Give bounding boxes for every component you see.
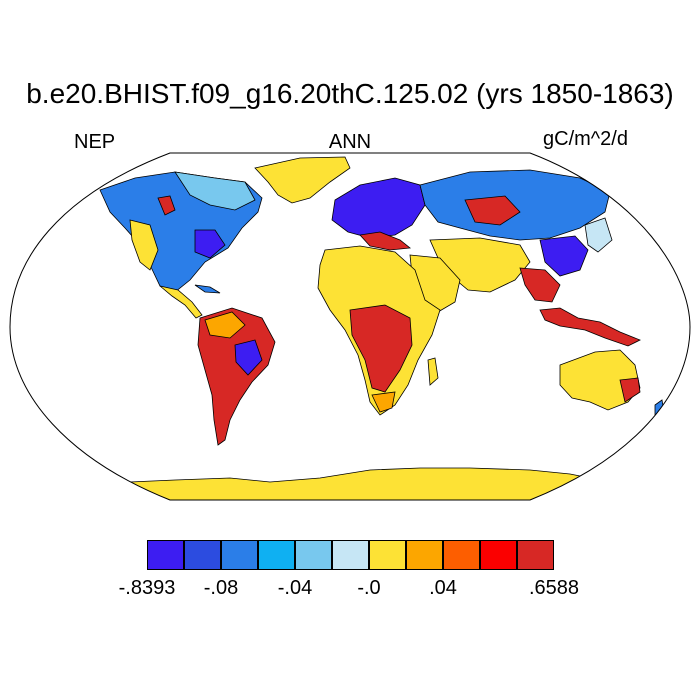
south-america-blue [234,339,263,376]
colorbar-swatch-7 [369,540,406,570]
colorbar-swatch-9 [443,540,480,570]
asia-southeast [519,267,561,303]
map-title: b.e20.BHIST.f09_g16.20thC.125.02 (yrs 18… [26,78,674,109]
colorbar-swatch-2 [184,540,221,570]
asia-north [419,169,611,241]
madagascar [427,357,439,386]
colorbar-swatch-6 [332,540,369,570]
colorbar-swatch-5 [295,540,332,570]
colorbar-swatch-4 [258,540,295,570]
asia-central [464,195,521,226]
indonesia [539,307,641,347]
australia [559,349,641,411]
colorbar-swatch-8 [406,540,443,570]
south-america-north [204,311,246,339]
colorbar-swatch-11 [517,540,554,570]
africa-central [349,304,413,393]
asia-east-coast [584,217,613,253]
europe [331,177,426,239]
colorbar-swatch-3 [221,540,258,570]
colorbar-swatch-1 [147,540,184,570]
colorbar-label-5: .04 [429,577,457,599]
north-america-west [129,219,159,271]
colorbar-label-2: -.08 [203,577,239,599]
units-label: gC/m^2/d [543,128,628,150]
asia-china [539,235,589,277]
greenland [254,156,351,204]
caribbean [194,284,221,294]
colorbar-label-4: -.0 [357,577,381,599]
north-america-red [157,195,176,216]
season-label: ANN [328,131,372,153]
colorbar-swatch-10 [480,540,517,570]
australia-east [619,377,641,403]
europe-mediterranean [359,231,412,251]
colorbar-label-min: -.8393 [118,577,176,599]
north-america-canada-east [174,171,256,211]
colorbar-label-max: .6588 [528,577,580,599]
central-america [159,285,203,319]
map-border [9,152,691,501]
north-america-east [194,229,226,259]
variable-label: NEP [74,131,116,153]
colorbar-label-3: -.04 [277,577,313,599]
africa-south [371,391,396,413]
